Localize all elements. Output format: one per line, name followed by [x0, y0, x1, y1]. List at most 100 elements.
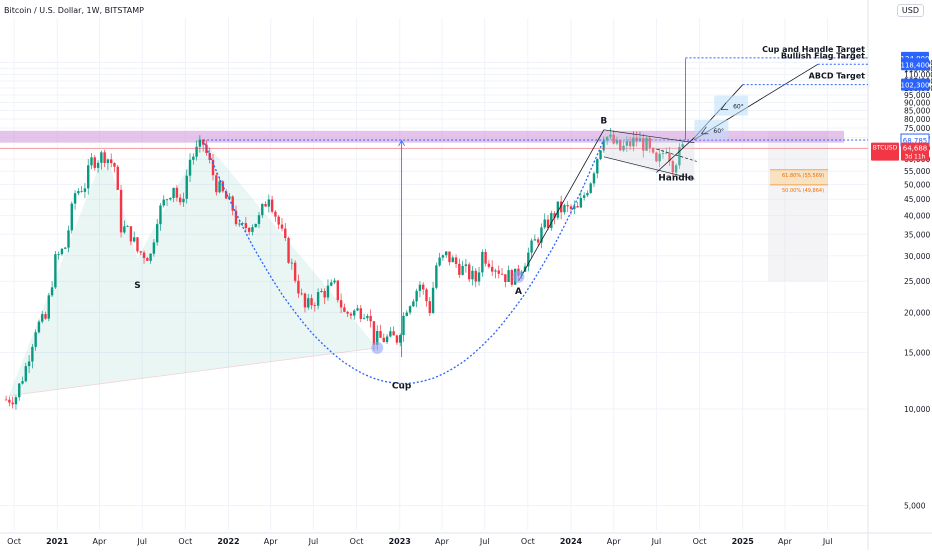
countdown-text: 3d 11h: [905, 154, 926, 161]
candle-body: [11, 402, 14, 405]
candle-body: [412, 301, 415, 307]
candle-body: [418, 284, 422, 291]
candle-body: [54, 254, 57, 288]
candle-body: [330, 282, 333, 286]
y-tick-label: 55,000: [904, 167, 930, 176]
candle-body: [369, 315, 372, 322]
candle-body: [244, 223, 248, 229]
candle-body: [635, 137, 638, 142]
candle-body: [507, 270, 510, 283]
candle-body: [14, 397, 18, 405]
cup-depth-arrowhead: [398, 139, 405, 147]
candle-body: [310, 298, 313, 306]
candle-body: [60, 248, 64, 255]
candle-body: [185, 175, 188, 199]
candle-body: [139, 251, 142, 253]
candle-body: [546, 219, 550, 229]
symbol-badge-text: BTCUSD: [873, 145, 898, 152]
candle-body: [540, 227, 543, 243]
candle-body: [159, 205, 162, 225]
candle-body: [87, 165, 90, 189]
y-tick-label: 35,000: [904, 230, 930, 239]
angle-icon: [701, 126, 709, 135]
candle-body: [146, 258, 149, 261]
candle-body: [392, 331, 395, 336]
y-tick-label: 85,000: [904, 107, 930, 116]
candle-body: [671, 161, 675, 173]
candle-body: [57, 254, 60, 256]
candle-body: [596, 159, 599, 174]
candle-body: [83, 188, 87, 192]
y-tick-label: 20,000: [904, 308, 930, 317]
candle-body: [474, 270, 477, 282]
candle-body: [481, 251, 484, 273]
candle-body: [438, 257, 441, 266]
candle-body: [550, 213, 553, 229]
symbol-badge: [871, 142, 899, 161]
candle-body: [155, 224, 159, 243]
candle-body: [494, 270, 497, 272]
candle-body: [579, 197, 583, 208]
candle-body: [349, 313, 353, 316]
pattern-label: Cup: [392, 381, 412, 391]
candle-body: [198, 139, 202, 147]
candle-body: [642, 138, 645, 151]
flag-upper-line: [603, 129, 695, 143]
candle-body: [609, 134, 612, 137]
candle-body: [175, 187, 179, 198]
candle-body: [34, 332, 37, 347]
x-tick-label: Apr: [607, 537, 622, 546]
y-tick-label: 25,000: [904, 277, 930, 286]
candle-body: [382, 337, 385, 343]
target-price-badge: [901, 58, 929, 71]
candle-body: [477, 272, 481, 282]
candle-body: [619, 140, 622, 151]
candle-body: [162, 199, 165, 206]
currency-button[interactable]: USD: [896, 4, 924, 17]
candle-body: [632, 137, 635, 147]
candle-body: [67, 230, 70, 248]
target-price-badge: [901, 78, 929, 91]
flag-lower-line: [603, 156, 695, 180]
candle-body: [559, 201, 563, 213]
candle-body: [280, 224, 284, 229]
candle-body: [231, 196, 234, 211]
candle-body: [428, 301, 431, 314]
pole-line: [518, 129, 605, 282]
candle-body: [287, 238, 290, 263]
candle-body: [18, 383, 21, 398]
candle-body: [612, 134, 615, 144]
candle-body: [182, 198, 185, 203]
candle-body: [576, 206, 579, 208]
candle-body: [109, 159, 113, 164]
pivot-marker: [512, 270, 525, 283]
candle-body: [422, 284, 425, 290]
candle-body: [297, 280, 300, 294]
candle-body: [678, 147, 681, 166]
angle-icon: [720, 102, 729, 110]
candle-body: [106, 159, 110, 164]
candle-body: [47, 295, 50, 319]
candle-body: [178, 197, 182, 203]
candle-body: [73, 193, 77, 204]
candle-body: [530, 240, 533, 253]
candle-body: [251, 227, 254, 232]
harmonic-pattern: [8, 139, 378, 396]
candle-body: [93, 157, 96, 168]
candle-body: [293, 262, 297, 281]
angle-tag-text: 60°: [733, 104, 744, 111]
candle-body: [556, 201, 560, 218]
candle-body: [303, 293, 307, 308]
x-tick-label: 2021: [46, 537, 69, 546]
candle-body: [563, 205, 566, 213]
candle-body: [300, 293, 303, 295]
candle-body: [372, 321, 376, 345]
candle-body: [385, 336, 389, 343]
candle-body: [50, 287, 54, 296]
y-tick-label: 10,000: [904, 405, 930, 414]
candle-body: [339, 300, 343, 308]
candle-body: [500, 273, 504, 275]
candles: [4, 128, 684, 410]
